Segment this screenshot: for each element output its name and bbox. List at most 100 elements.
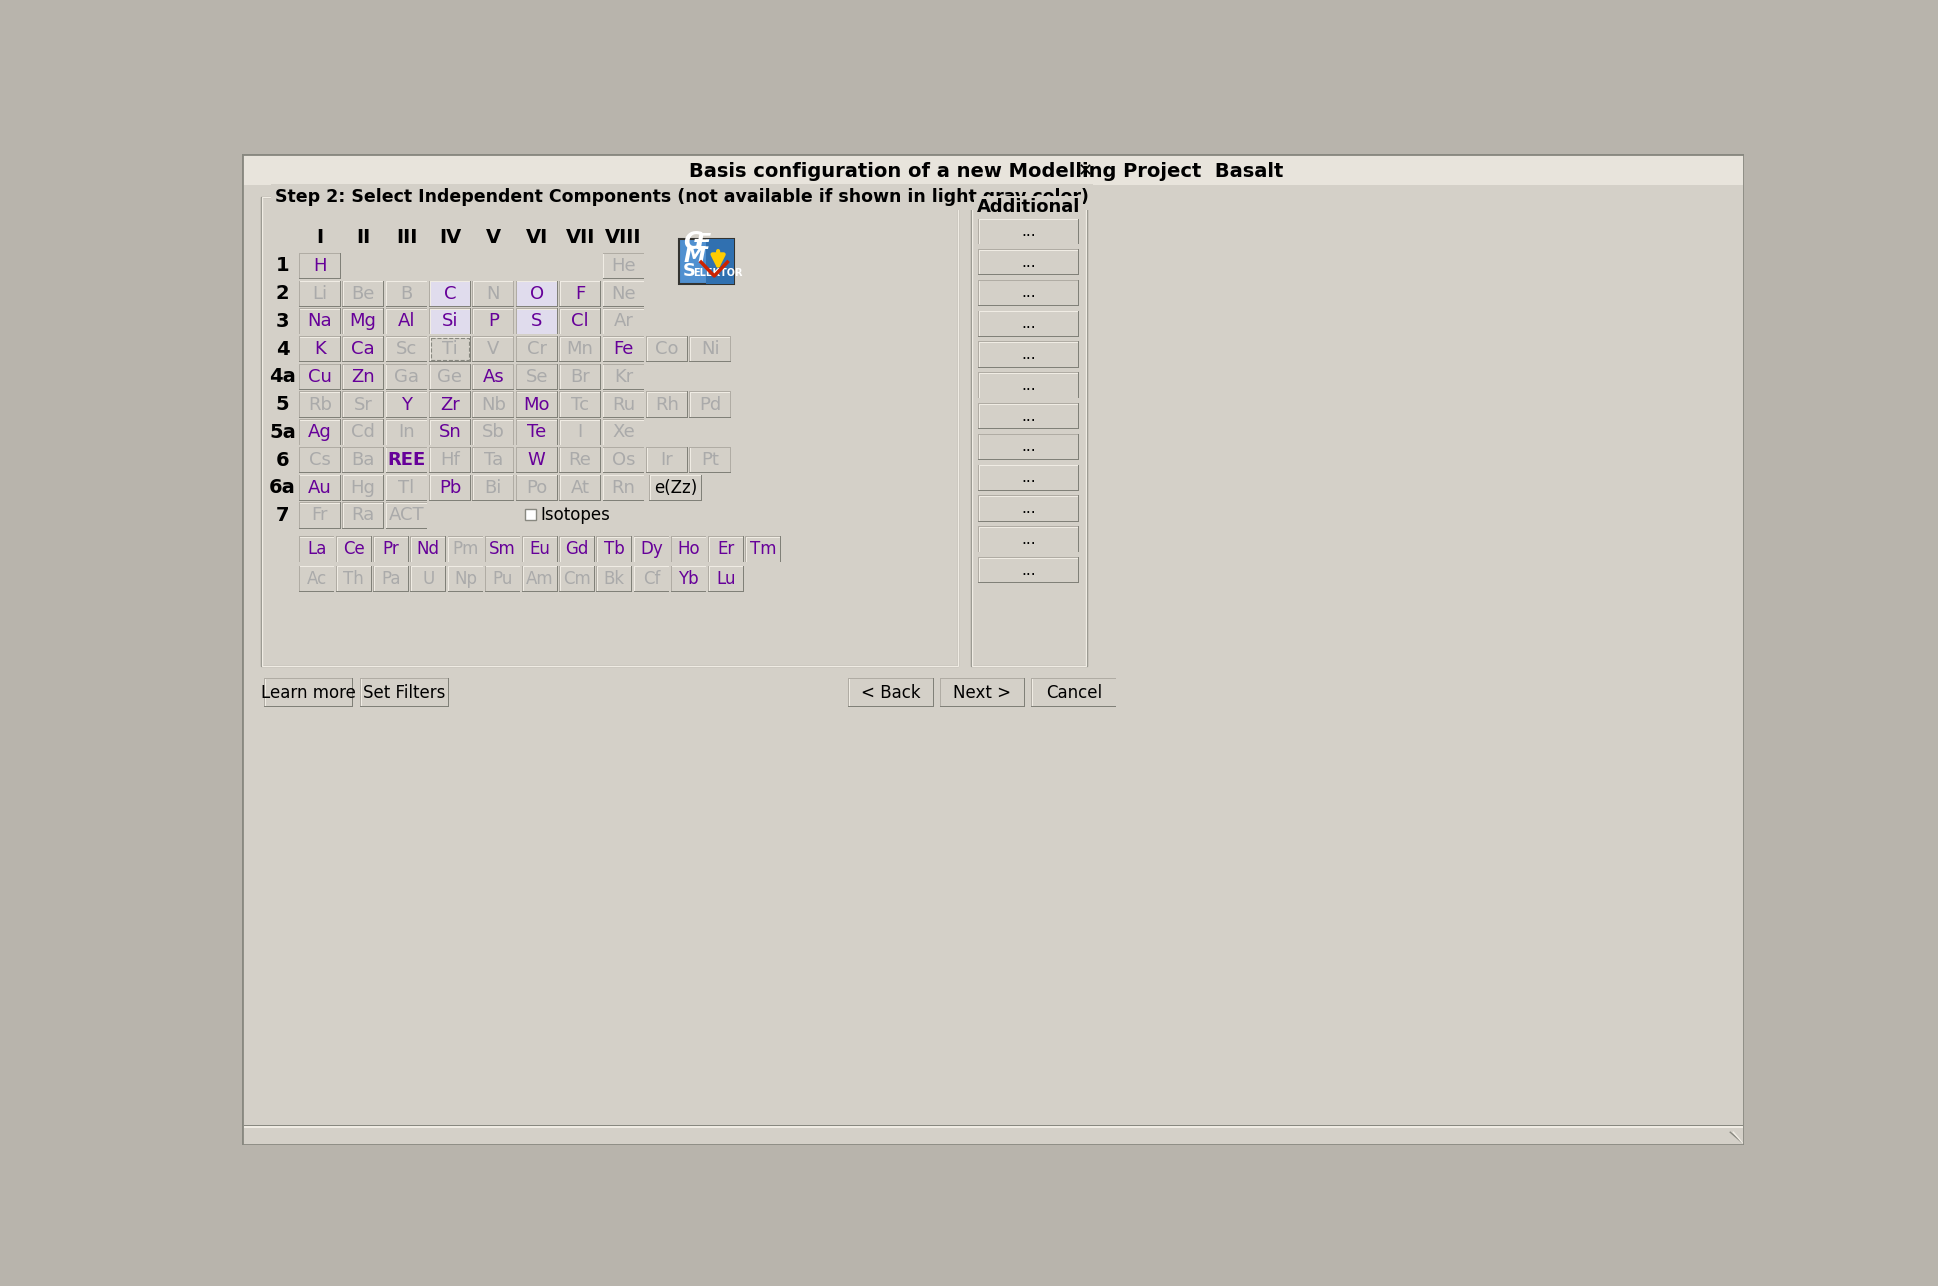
Bar xyxy=(849,678,934,707)
Bar xyxy=(411,536,446,562)
Bar xyxy=(671,536,705,562)
Bar xyxy=(335,536,372,562)
Bar xyxy=(343,364,384,390)
Bar xyxy=(849,678,932,706)
Text: Au: Au xyxy=(308,478,331,496)
Text: Se: Se xyxy=(525,368,548,386)
Bar xyxy=(473,336,514,363)
Bar xyxy=(484,566,519,590)
Text: Pt: Pt xyxy=(702,451,719,469)
Text: Pa: Pa xyxy=(382,570,401,588)
Bar xyxy=(517,337,556,361)
Text: Mn: Mn xyxy=(566,340,593,358)
Text: Cu: Cu xyxy=(308,368,331,386)
Bar xyxy=(386,280,428,307)
Bar xyxy=(979,466,1078,490)
Bar xyxy=(560,337,601,361)
Bar xyxy=(300,476,339,500)
Bar xyxy=(298,419,341,445)
Bar xyxy=(979,219,1078,243)
Bar xyxy=(337,566,370,590)
Bar xyxy=(386,364,428,390)
Text: S: S xyxy=(684,262,696,280)
Bar xyxy=(428,475,471,500)
Bar xyxy=(343,391,384,418)
Bar xyxy=(560,536,595,562)
Bar xyxy=(300,364,339,390)
Bar xyxy=(979,372,1079,399)
Bar xyxy=(560,280,601,307)
Bar xyxy=(603,392,643,417)
Text: ...: ... xyxy=(1021,285,1037,301)
Bar xyxy=(374,536,409,562)
Bar xyxy=(517,392,556,417)
Text: Sm: Sm xyxy=(488,540,516,558)
Bar xyxy=(603,309,643,334)
Text: ...: ... xyxy=(1021,471,1037,485)
Bar xyxy=(386,392,426,417)
Bar xyxy=(603,364,643,390)
Text: V: V xyxy=(486,340,500,358)
Text: Ba: Ba xyxy=(351,451,374,469)
Bar xyxy=(517,421,556,445)
Text: Zn: Zn xyxy=(351,368,374,386)
Bar xyxy=(603,476,643,500)
Bar xyxy=(707,566,744,592)
Bar xyxy=(603,448,645,473)
Text: Ta: Ta xyxy=(484,451,504,469)
Bar xyxy=(979,249,1079,275)
Text: Os: Os xyxy=(612,451,636,469)
Bar xyxy=(343,309,384,334)
Bar xyxy=(343,282,384,306)
Text: In: In xyxy=(397,423,415,441)
Bar xyxy=(473,309,514,334)
Bar xyxy=(428,309,471,334)
Bar xyxy=(672,566,705,590)
Text: Ar: Ar xyxy=(614,312,634,331)
Bar xyxy=(300,253,339,278)
Text: Ce: Ce xyxy=(343,540,364,558)
Text: Ra: Ra xyxy=(351,507,374,525)
Text: Zr: Zr xyxy=(440,396,459,414)
Bar xyxy=(298,309,339,334)
Bar xyxy=(516,475,558,500)
Text: Pd: Pd xyxy=(700,396,721,414)
Text: Cd: Cd xyxy=(351,423,376,441)
Text: Bk: Bk xyxy=(605,570,624,588)
Bar xyxy=(560,566,595,590)
Bar xyxy=(979,219,1079,244)
Bar xyxy=(560,364,601,390)
Bar xyxy=(484,566,521,592)
Text: Yb: Yb xyxy=(678,570,700,588)
Bar xyxy=(298,566,335,592)
Bar xyxy=(746,536,781,562)
Text: II: II xyxy=(357,228,370,247)
Bar xyxy=(979,280,1079,306)
Text: As: As xyxy=(483,368,504,386)
Text: III: III xyxy=(395,228,417,247)
Text: W: W xyxy=(527,451,547,469)
Text: O: O xyxy=(529,284,545,302)
Text: 6: 6 xyxy=(275,450,289,469)
Bar xyxy=(603,280,643,306)
Bar xyxy=(517,448,556,472)
Bar xyxy=(517,309,556,334)
Bar xyxy=(690,448,731,472)
Text: Be: Be xyxy=(351,284,374,302)
Bar xyxy=(746,536,781,562)
Bar xyxy=(473,448,514,473)
Text: G: G xyxy=(684,230,703,255)
Text: Br: Br xyxy=(570,368,589,386)
Bar xyxy=(649,475,702,500)
Bar xyxy=(428,364,471,390)
Bar xyxy=(690,391,731,418)
Text: 7: 7 xyxy=(275,505,289,525)
Text: ...: ... xyxy=(1021,378,1037,392)
Bar xyxy=(411,566,446,592)
Bar xyxy=(603,309,643,334)
Bar xyxy=(473,421,514,445)
Text: ACT: ACT xyxy=(390,507,424,525)
Text: I: I xyxy=(316,228,324,247)
Bar xyxy=(690,448,731,473)
Bar xyxy=(448,566,483,590)
